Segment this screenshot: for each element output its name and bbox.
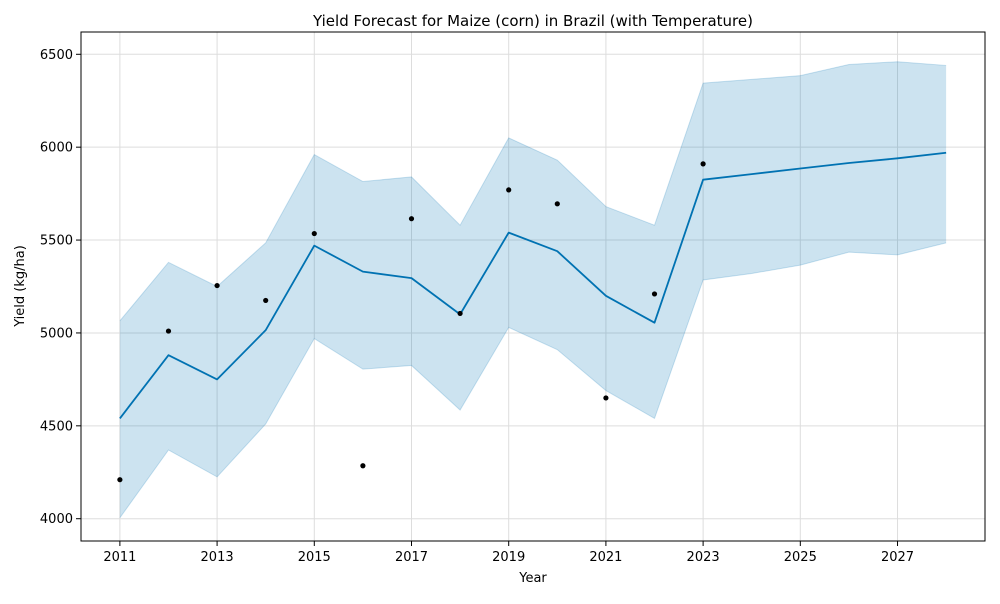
observed-point (214, 282, 220, 289)
observed-point (554, 201, 560, 207)
observed-point (360, 463, 366, 469)
observed-point (117, 477, 123, 483)
y-tick-label: 6500 (40, 48, 73, 63)
y-tick-label: 5500 (40, 234, 73, 249)
observed-point (165, 328, 172, 334)
y-tick-label: 4500 (40, 419, 73, 434)
observed-point (506, 187, 512, 193)
y-tick-label: 5000 (40, 326, 73, 341)
y-tick-label: 4000 (40, 512, 73, 527)
x-axis-label: Year (518, 571, 547, 586)
observed-point (651, 291, 658, 297)
plot-frame (80, 31, 986, 542)
x-tick-label: 2025 (784, 550, 817, 565)
x-tick-label: 2021 (589, 550, 622, 565)
x-tick-label: 2011 (103, 550, 136, 565)
x-tick-label: 2017 (395, 550, 428, 565)
observed-point (603, 395, 609, 401)
y-tick-label: 6000 (40, 141, 73, 156)
forecast-line (119, 151, 947, 419)
observed-point (311, 230, 317, 237)
x-tick-label: 2019 (492, 550, 525, 565)
chart-title: Yield Forecast for Maize (corn) in Brazi… (312, 12, 753, 30)
x-tick-label: 2015 (298, 550, 331, 565)
confidence-band-upper-edge (119, 61, 947, 322)
observed-point (700, 161, 706, 167)
x-tick-label: 2013 (201, 550, 234, 565)
observed-point (263, 297, 269, 304)
y-axis-label: Yield (kg/ha) (13, 245, 28, 328)
x-tick-label: 2027 (881, 550, 914, 565)
x-tick-label: 2023 (687, 550, 720, 565)
observed-point (408, 216, 415, 222)
confidence-band-lower-edge (119, 242, 947, 519)
observed-point (457, 310, 463, 317)
